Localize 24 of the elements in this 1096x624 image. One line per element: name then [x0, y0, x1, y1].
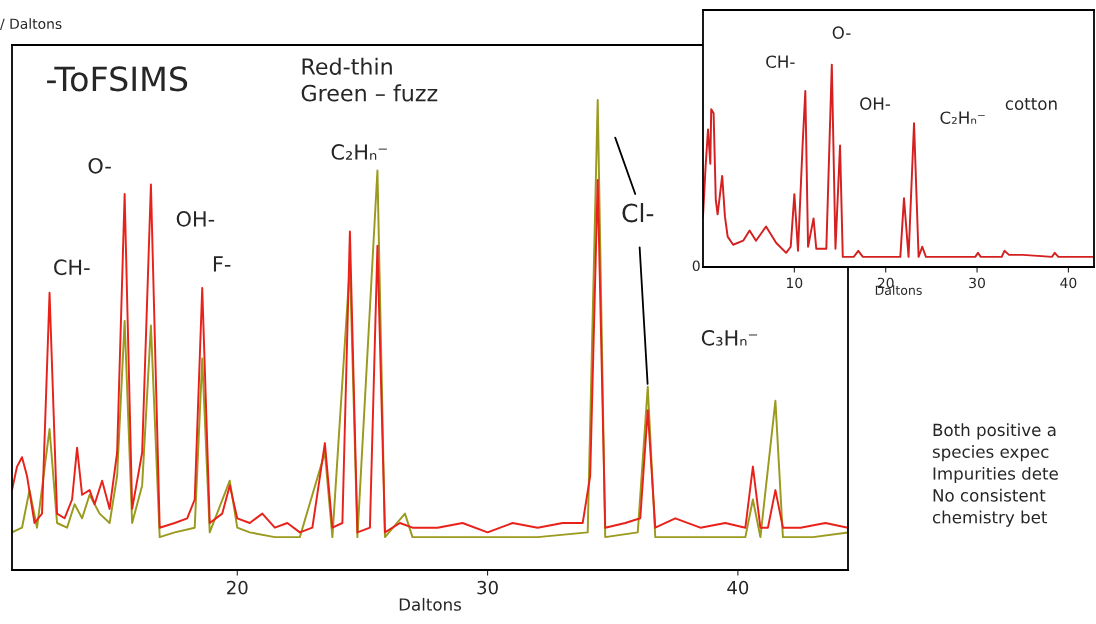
x-tick-label: 20	[227, 580, 248, 595]
annotation: Cl-	[622, 203, 654, 223]
x-tick-label: 40	[1060, 277, 1077, 289]
annotation: CH-	[766, 55, 795, 68]
text: Both positive a species expec Impurities dete No consistent chemistry bet	[932, 423, 1058, 527]
annotation: C₂Hₙ⁻	[940, 111, 985, 124]
y-axis-title: / Daltons	[0, 18, 62, 31]
annotation: C₂Hₙ⁻	[331, 144, 387, 160]
chart-subtitle: Red-thin Green – fuzz	[301, 57, 438, 102]
annotation: F-	[213, 256, 231, 272]
annotation: C₃Hₙ⁻	[701, 329, 758, 346]
annotation: cotton	[1005, 97, 1057, 110]
chart-title: -ToFSIMS	[47, 66, 188, 92]
annotation: 0	[692, 260, 700, 272]
x-tick-label: 30	[477, 580, 498, 595]
annotation: O-	[88, 157, 111, 174]
annotation: O-	[832, 26, 851, 39]
x-tick-label: 40	[727, 580, 749, 595]
annotation: OH-	[176, 210, 215, 227]
x-axis-title: Daltons	[399, 597, 462, 611]
annotation: CH-	[54, 259, 90, 276]
annotation: OH-	[860, 97, 891, 110]
x-tick-label: 30	[969, 277, 985, 289]
x-tick-label: 10	[787, 277, 803, 289]
